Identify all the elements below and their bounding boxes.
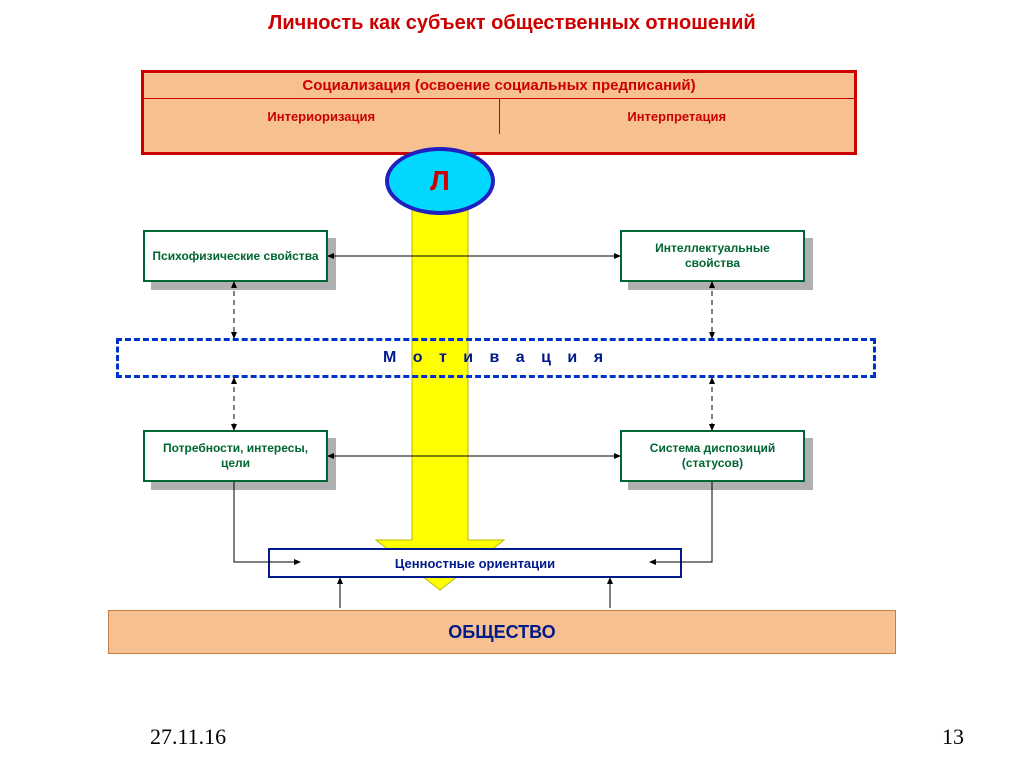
values-box: Ценностные ориентации bbox=[268, 548, 682, 578]
footer-page: 13 bbox=[942, 724, 964, 750]
interpretation-cell: Интерпретация bbox=[499, 99, 855, 134]
motivation-box: М о т и в а ц и я bbox=[116, 338, 876, 378]
node-dispositions: Система диспозиций (статусов) bbox=[620, 430, 805, 482]
interiorization-cell: Интериоризация bbox=[144, 99, 499, 134]
society-box: ОБЩЕСТВО bbox=[108, 610, 896, 654]
socialization-title: Социализация (освоение социальных предпи… bbox=[144, 73, 854, 98]
node-intellectual: Интеллектуальные свойства bbox=[620, 230, 805, 282]
diagram-canvas: Личность как субъект общественных отноше… bbox=[0, 0, 1024, 768]
l-ellipse-label: Л bbox=[430, 165, 450, 197]
socialization-row: Интериоризация Интерпретация bbox=[144, 98, 854, 134]
footer-date: 27.11.16 bbox=[150, 724, 226, 750]
node-needs: Потребности, интересы, цели bbox=[143, 430, 328, 482]
socialization-box: Социализация (освоение социальных предпи… bbox=[141, 70, 857, 155]
page-title: Личность как субъект общественных отноше… bbox=[0, 12, 1024, 35]
node-psychophysical: Психофизические свойства bbox=[143, 230, 328, 282]
motivation-label: М о т и в а ц и я bbox=[383, 349, 609, 367]
l-ellipse: Л bbox=[385, 147, 495, 215]
